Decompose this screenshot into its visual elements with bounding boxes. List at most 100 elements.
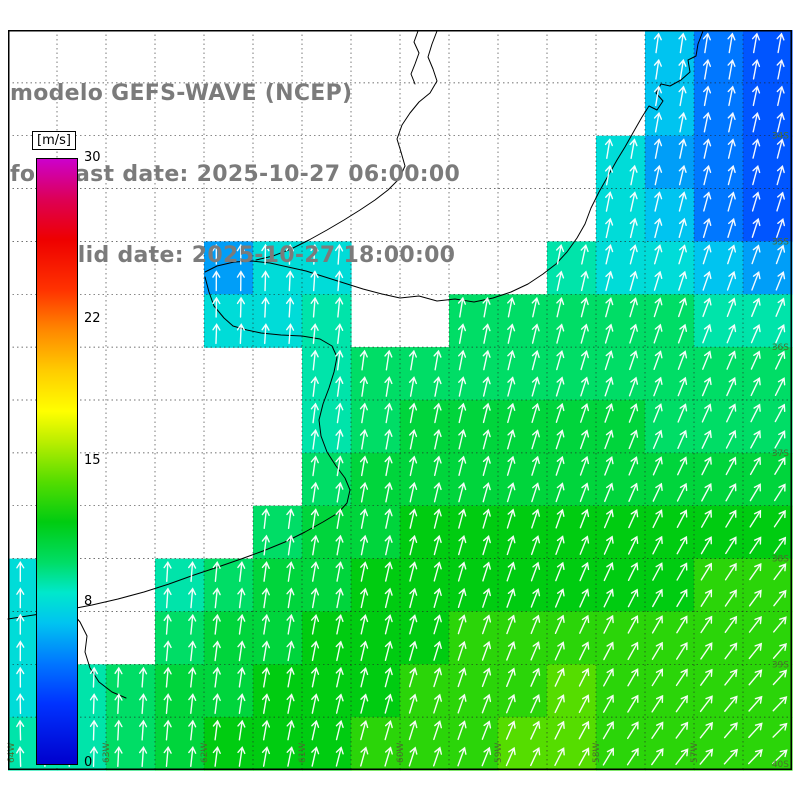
wind-arrow [579,614,590,634]
wind-arrow [629,350,639,371]
wind-arrow [628,535,639,555]
sea-cell [645,188,695,243]
wind-arrow [506,614,516,635]
wind-arrow [776,164,785,186]
wind-arrows [16,32,788,767]
wind-arrow [725,456,737,476]
lon-tick-label: 62W [200,743,210,763]
wind-arrow [236,323,246,345]
wind-arrow [261,270,270,292]
wind-arrow [653,32,662,54]
wind-arrow [554,747,565,766]
sea-cell [302,400,352,454]
wind-arrow [261,693,271,714]
wind-arrow [579,588,590,608]
wind-arrow [702,323,712,344]
sea-cell [498,717,548,771]
wind-arrow [481,720,492,740]
sea-cell [400,347,450,401]
wind-arrow [212,719,221,741]
wind-arrow [360,614,369,635]
wind-arrow [651,668,664,687]
wind-arrow [237,561,246,582]
wind-arrow [212,666,221,688]
wind-arrow [261,534,270,556]
wind-arrow [579,455,590,476]
wind-arrow [482,508,491,529]
wind-arrow [652,535,663,555]
wind-arrow [555,376,565,397]
wind-arrow [555,455,565,476]
sea-cell [302,294,352,348]
wind-arrow [554,667,565,687]
wind-arrow [286,613,295,635]
sea-cell [694,294,744,348]
wind-arrow [530,720,541,740]
wind-arrow [409,455,418,477]
wind-arrow [507,402,516,424]
wind-arrow [16,640,25,662]
coast-detail-bahia-path [69,609,127,699]
sea-cell [449,505,499,560]
wind-arrow [602,694,614,713]
wind-arrow [457,667,467,688]
wind-arrow [507,376,516,397]
sea-cell [449,452,499,507]
sea-cell [253,717,303,771]
sea-cell [596,347,646,401]
wind-arrow [506,667,516,688]
wind-arrow [335,719,344,741]
wind-arrow [286,693,295,714]
wind-arrow [384,561,393,582]
wind-arrow [505,720,516,740]
wind-arrow [773,589,787,607]
wind-arrow [237,587,246,609]
wind-arrow [772,669,788,686]
wind-arrow [748,589,762,607]
wind-arrow [605,191,614,212]
sea-cell [400,611,450,665]
wind-arrow [604,482,614,503]
sea-cell [302,717,352,771]
wind-arrow [188,613,197,635]
wind-arrow [482,349,491,371]
wind-arrow [163,666,172,688]
wind-arrow [335,455,344,477]
colorbar-tick-value: 22 [84,311,101,327]
wind-arrow [750,323,761,344]
wind-arrow [335,561,344,582]
wind-arrow [724,562,737,581]
wind-arrow [310,270,319,292]
wind-arrow [530,535,541,556]
wind-arrow [555,508,565,529]
wind-arrow [775,271,786,291]
wind-arrow [749,536,762,554]
wind-arrow [580,270,589,292]
wind-arrow [653,58,662,80]
wind-arrow [702,270,712,291]
wind-arrow [188,719,197,741]
wind-arrow [310,455,319,477]
wind-arrow [261,587,270,609]
wind-arrow [482,323,491,344]
wind-arrow [774,403,786,423]
wind-arrow [261,508,270,530]
wind-arrow [652,509,663,529]
wind-arrow [774,430,786,449]
wind-arrow [360,534,369,556]
wind-arrow [457,587,467,608]
wind-arrow [335,693,344,714]
wind-arrow [261,746,271,767]
wind-arrow [482,535,491,556]
wind-arrow [163,560,172,582]
wind-arrow [360,640,369,662]
wind-arrow [578,747,590,766]
sea-cell [547,664,597,718]
wind-arrow [654,164,663,186]
sea-cell [155,558,205,613]
wind-arrow [555,482,565,503]
wind-arrow [482,429,491,450]
wind-arrow [310,508,319,529]
wind-arrow [772,722,788,738]
